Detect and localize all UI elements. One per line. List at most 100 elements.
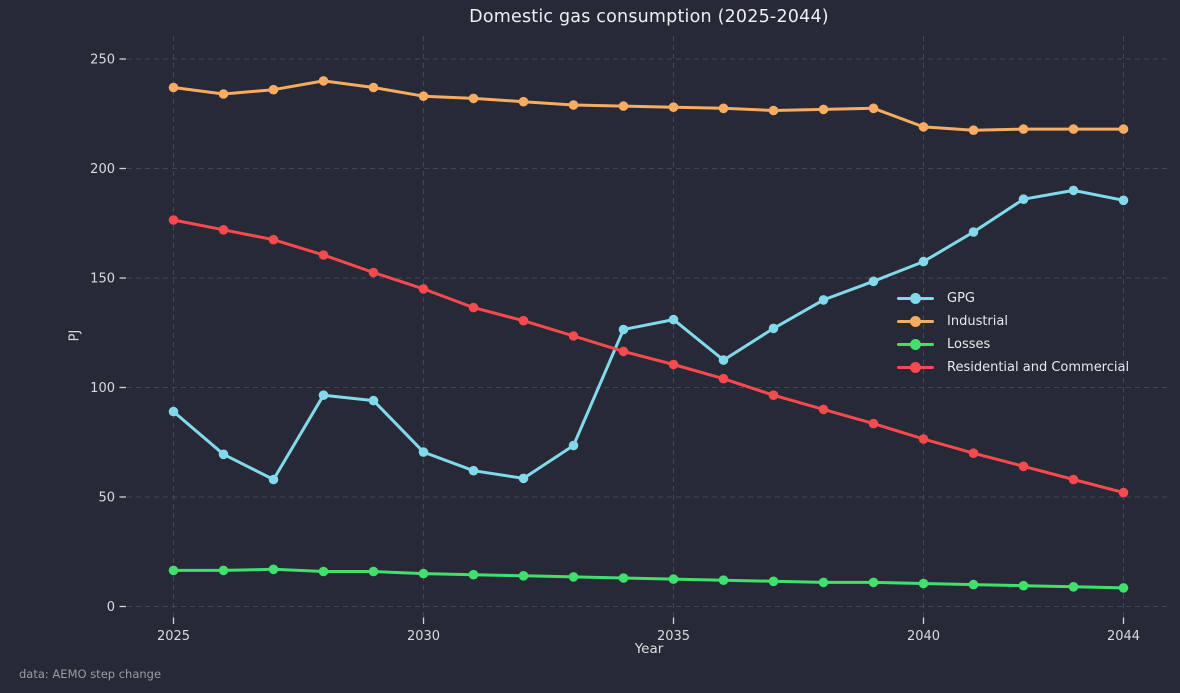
series-point-gpg: [968, 227, 979, 237]
x-tick-label: 2040: [907, 629, 940, 644]
series-line-losses: [172, 567, 1125, 590]
series-point-residential-and-commercial: [518, 315, 529, 326]
series-line-gpg: [172, 188, 1125, 481]
series-point-residential-and-commercial: [968, 448, 979, 459]
series-point-industrial: [618, 101, 629, 111]
series-point-residential-and-commercial: [318, 250, 329, 260]
series-point-losses: [768, 576, 779, 587]
series-point-losses: [418, 568, 429, 579]
series-point-gpg: [668, 314, 679, 325]
series-point-losses: [368, 566, 379, 577]
series-point-industrial: [718, 103, 729, 114]
y-tick-label: 150: [90, 272, 115, 287]
series-point-gpg: [1018, 194, 1029, 204]
series-point-industrial: [1068, 124, 1079, 134]
series-point-industrial: [218, 89, 229, 99]
series-point-losses: [1118, 583, 1129, 593]
series-point-industrial: [568, 100, 579, 110]
x-tick-label: 2025: [157, 629, 190, 644]
series-point-industrial: [268, 84, 279, 95]
series-point-residential-and-commercial: [818, 404, 829, 415]
series-point-industrial: [868, 103, 879, 114]
y-tick-label: 50: [98, 491, 115, 506]
legend-item-losses: Losses: [897, 333, 1129, 356]
series-point-losses: [318, 566, 329, 577]
series-point-gpg: [1118, 195, 1129, 206]
legend-label: Residential and Commercial: [947, 360, 1130, 375]
series-point-gpg: [368, 395, 379, 406]
series-point-residential-and-commercial: [268, 234, 279, 245]
series-point-residential-and-commercial: [368, 267, 379, 278]
series-point-residential-and-commercial: [618, 346, 629, 357]
series-point-losses: [468, 569, 479, 580]
series-point-industrial: [818, 104, 829, 115]
series-point-residential-and-commercial: [568, 331, 579, 341]
series-point-gpg: [1068, 185, 1079, 196]
y-tick-label: 200: [90, 162, 115, 177]
series-point-industrial: [468, 93, 479, 104]
y-tick-label: 0: [107, 600, 115, 615]
series-point-gpg: [868, 276, 879, 287]
series-point-residential-and-commercial: [768, 390, 779, 401]
legend-label: Industrial: [947, 314, 1008, 329]
series-point-losses: [618, 573, 629, 583]
legend-line-marker-icon: [897, 362, 934, 374]
series-point-gpg: [468, 465, 479, 476]
y-axis-label: PJ: [67, 329, 83, 342]
legend-label: Losses: [947, 337, 991, 352]
series-point-gpg: [418, 447, 429, 457]
series-point-residential-and-commercial: [718, 373, 729, 384]
series-point-residential-and-commercial: [168, 215, 179, 225]
series-line-industrial: [172, 79, 1125, 132]
series-point-losses: [968, 579, 979, 590]
series-point-gpg: [618, 324, 629, 335]
series-point-gpg: [218, 449, 229, 460]
series-point-gpg: [568, 440, 579, 451]
series-point-gpg: [318, 390, 329, 401]
legend-item-gpg: GPG: [897, 287, 1129, 310]
series-point-gpg: [168, 406, 179, 417]
series-point-losses: [1068, 582, 1079, 592]
series-point-losses: [518, 571, 529, 581]
series-point-residential-and-commercial: [1068, 474, 1079, 485]
x-tick-label: 2044: [1107, 629, 1140, 644]
series-point-gpg: [518, 473, 529, 484]
series-point-industrial: [368, 82, 379, 93]
series-point-industrial: [668, 102, 679, 112]
series-point-gpg: [268, 474, 279, 485]
series-point-losses: [668, 574, 679, 584]
legend-line-marker-icon: [897, 293, 934, 305]
chart-title: Domestic gas consumption (2025-2044): [469, 7, 829, 27]
legend-line-marker-icon: [897, 316, 934, 328]
legend-item-residential-and-commercial: Residential and Commercial: [897, 356, 1129, 379]
series-point-losses: [268, 564, 279, 575]
series-point-industrial: [768, 105, 779, 116]
legend-line-marker-icon: [897, 339, 934, 351]
series-point-industrial: [1018, 124, 1029, 134]
series-point-residential-and-commercial: [918, 434, 929, 444]
x-tick-label: 2030: [407, 629, 440, 644]
series-point-gpg: [818, 295, 829, 305]
series-point-industrial: [318, 76, 329, 86]
x-axis-label: Year: [634, 641, 664, 657]
legend: GPG Industrial Losses Residential and Co…: [897, 287, 1129, 379]
data-source-note: data: AEMO step change: [19, 667, 162, 681]
series-point-losses: [1018, 580, 1029, 591]
series-point-gpg: [918, 256, 929, 267]
series-point-losses: [718, 575, 729, 585]
series-point-residential-and-commercial: [1018, 461, 1029, 472]
series-point-industrial: [968, 125, 979, 135]
y-tick-label: 250: [90, 53, 115, 68]
series-point-losses: [868, 577, 879, 588]
series-point-gpg: [768, 323, 779, 334]
series-point-residential-and-commercial: [668, 359, 679, 370]
series-point-losses: [168, 565, 179, 576]
series-point-industrial: [518, 96, 529, 107]
y-tick-label: 100: [90, 381, 115, 396]
series-point-losses: [218, 565, 229, 576]
series-point-losses: [918, 578, 929, 589]
series-point-industrial: [1118, 124, 1129, 134]
x-tick-label: 2035: [657, 629, 690, 644]
